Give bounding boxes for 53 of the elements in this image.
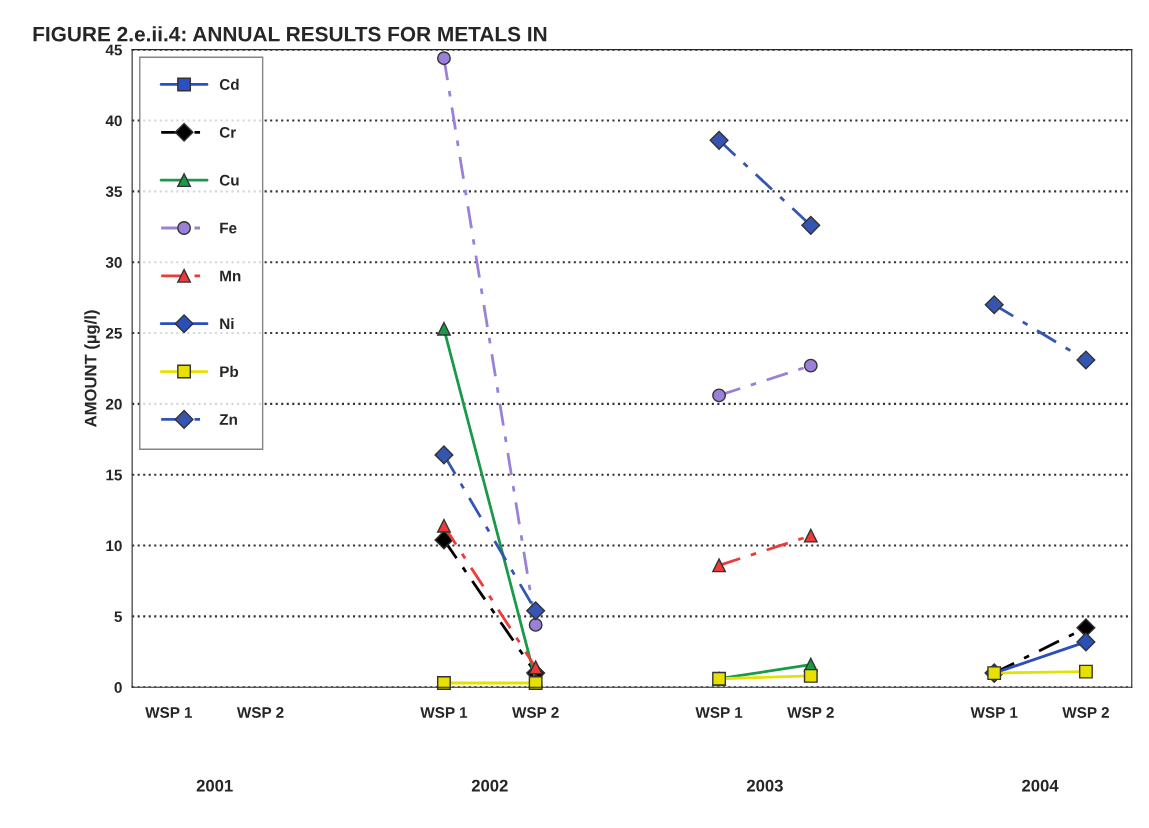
legend-label: Mn bbox=[220, 270, 241, 282]
y-tick-label: 30 bbox=[105, 257, 122, 268]
point bbox=[709, 130, 729, 150]
point bbox=[1076, 632, 1096, 652]
point bbox=[1076, 618, 1096, 638]
text: 2001 bbox=[196, 779, 233, 792]
y-tick-label: 35 bbox=[105, 186, 122, 198]
legend-label: Ni bbox=[220, 317, 234, 330]
legend-label: Zn bbox=[219, 414, 237, 425]
point bbox=[984, 295, 1004, 315]
point bbox=[437, 676, 451, 690]
x-tick-label: WSP 1 bbox=[145, 707, 193, 718]
point bbox=[801, 215, 821, 235]
y-tick-label: 0 bbox=[114, 682, 122, 693]
point bbox=[803, 358, 818, 373]
text: 2002 bbox=[471, 779, 508, 792]
legend-label: Pb bbox=[220, 365, 239, 378]
text: 2003 bbox=[746, 779, 783, 792]
x-tick-label: WSP 1 bbox=[970, 707, 1018, 718]
y-tick-label: 15 bbox=[106, 469, 122, 481]
point bbox=[437, 321, 451, 336]
point bbox=[437, 51, 451, 66]
chart-title: FIGURE 2.e.ii.4: ANNUAL RESULTS FOR METALS IN bbox=[33, 26, 547, 42]
y-tick-label: 5 bbox=[114, 611, 122, 623]
point bbox=[528, 617, 543, 632]
x-tick-label: WSP 2 bbox=[512, 707, 559, 718]
point bbox=[803, 528, 818, 543]
y-tick-label: 40 bbox=[105, 115, 122, 127]
point bbox=[528, 676, 543, 690]
legend-label: Cr bbox=[219, 126, 236, 138]
point bbox=[803, 668, 818, 683]
y-tick-label: 25 bbox=[105, 327, 122, 339]
y-tick-label: 20 bbox=[105, 398, 122, 410]
point bbox=[528, 660, 543, 675]
legend-label: Cu bbox=[219, 174, 239, 186]
point bbox=[712, 388, 727, 403]
point bbox=[434, 445, 454, 465]
x-tick-label: WSP 1 bbox=[695, 707, 743, 718]
y-axis-title: AMOUNT (µg/l) bbox=[84, 310, 100, 427]
point bbox=[712, 558, 727, 573]
text: 2004 bbox=[1022, 779, 1059, 792]
y-tick-label: 10 bbox=[106, 540, 122, 552]
x-tick-label: WSP 2 bbox=[1062, 707, 1109, 718]
x-tick-label: WSP 2 bbox=[236, 707, 284, 718]
y-tick-label: 45 bbox=[105, 44, 122, 56]
point bbox=[437, 518, 451, 533]
point bbox=[526, 601, 546, 621]
x-tick-label: WSP 2 bbox=[787, 707, 834, 718]
legend-label: Fe bbox=[220, 222, 237, 234]
point bbox=[1078, 664, 1093, 679]
x-tick-label: WSP 1 bbox=[420, 707, 468, 718]
legend-label: Cd bbox=[219, 78, 239, 90]
point bbox=[1076, 350, 1096, 370]
